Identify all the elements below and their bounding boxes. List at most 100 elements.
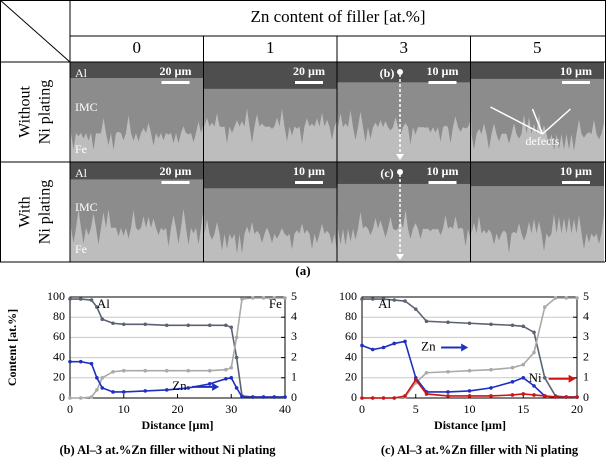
micrograph-imc	[203, 88, 337, 144]
series-point	[510, 365, 515, 370]
micrograph-al	[337, 62, 471, 83]
y-tick-label: 60	[345, 329, 357, 343]
series-point	[186, 368, 191, 373]
label-arrowhead	[568, 374, 576, 383]
micrograph-al	[470, 62, 604, 79]
series-point	[283, 395, 287, 399]
row-label: With	[17, 196, 34, 227]
micrograph-imc	[470, 78, 604, 151]
series-point	[381, 345, 386, 350]
x-tick-label: 20	[172, 402, 184, 416]
series-label: Al	[378, 296, 391, 311]
x-tick-label: 5	[413, 402, 419, 416]
series-point	[489, 394, 493, 398]
series-point	[240, 395, 244, 399]
series-point	[413, 307, 418, 311]
series-point	[164, 368, 169, 373]
series-point	[510, 393, 515, 397]
series-point	[446, 369, 450, 374]
row-label: Ni plating	[37, 180, 54, 244]
arrow-head	[396, 254, 404, 260]
series-point	[68, 396, 72, 400]
series-line	[362, 297, 577, 399]
column-header: 1	[266, 38, 275, 57]
series-point	[521, 324, 526, 329]
y-tick-label: 0	[351, 390, 357, 404]
note-arrow	[531, 108, 544, 135]
series-point	[446, 320, 450, 325]
y-tick-label: 80	[345, 309, 357, 323]
y-tick-label: 40	[345, 349, 357, 363]
series-point	[413, 378, 418, 382]
series-point	[370, 396, 375, 400]
scale-bar	[428, 181, 457, 184]
series-point	[89, 298, 94, 302]
series-point	[467, 394, 472, 398]
series-point	[207, 323, 212, 328]
series-point	[532, 330, 536, 335]
scale-label: 10 µm	[560, 164, 592, 178]
series-point	[381, 396, 386, 400]
series-point	[100, 376, 105, 380]
series-point	[186, 323, 191, 328]
y2-tick-label: 1	[583, 370, 589, 384]
series-point	[95, 376, 99, 380]
y2-tick-label: 5	[291, 289, 297, 303]
x-tick-label: 0	[67, 402, 73, 416]
x-axis-title: Distance [µm]	[142, 418, 214, 432]
series-point	[553, 395, 558, 399]
series-point	[489, 386, 493, 390]
series-point	[370, 347, 375, 352]
series-point	[489, 367, 493, 372]
x-tick-label: 30	[225, 402, 237, 416]
panel-label: (a)	[295, 263, 310, 278]
series-point	[510, 380, 515, 384]
micrograph-imc	[337, 183, 471, 247]
series-point	[532, 384, 536, 388]
y2-tick-label: 2	[291, 349, 297, 363]
y-axis-title: Content [at.%]	[5, 309, 19, 386]
series-point	[111, 321, 115, 326]
series-point	[392, 298, 397, 302]
series-point	[392, 341, 397, 346]
y-tick-label: 0	[59, 390, 65, 404]
series-point	[89, 361, 94, 366]
panel-tag: (c)	[380, 166, 393, 180]
series-point	[532, 350, 536, 355]
series-point	[207, 382, 212, 386]
scale-label: 10 µm	[427, 64, 459, 78]
series-point	[234, 355, 239, 360]
scale-bar	[428, 81, 457, 84]
y2-tick-label: 4	[583, 309, 589, 323]
series-point	[283, 296, 287, 300]
series-point	[467, 321, 472, 326]
series-point	[564, 395, 569, 399]
scale-bar	[562, 181, 590, 184]
series-point	[111, 390, 115, 394]
series-point	[100, 386, 105, 390]
series-point	[78, 396, 83, 400]
chart-caption: (c) Al–3 at.%Zn filler with Ni plating	[381, 443, 579, 457]
series-point	[261, 296, 266, 300]
series-point	[575, 395, 579, 399]
chart-caption: (b) Al–3 at.%Zn filler without Ni platin…	[59, 443, 276, 457]
layer-label: Al	[75, 66, 88, 80]
series-point	[68, 359, 72, 364]
x-tick-label: 10	[118, 402, 130, 416]
scale-bar	[295, 81, 323, 84]
series-label: Al	[97, 296, 110, 311]
series-label: Zn	[172, 378, 187, 393]
series-point	[234, 335, 239, 340]
label-arrowhead	[461, 343, 469, 352]
series-point	[403, 394, 407, 398]
series-point	[403, 339, 407, 344]
series-point	[78, 359, 83, 364]
y2-tick-label: 3	[583, 329, 589, 343]
y2-tick-label: 3	[291, 329, 297, 343]
series-point	[272, 296, 277, 300]
series-point	[467, 368, 472, 373]
series-point	[143, 389, 148, 393]
y2-tick-label: 4	[291, 309, 297, 323]
series-point	[186, 386, 191, 390]
layer-label: IMC	[75, 200, 98, 214]
